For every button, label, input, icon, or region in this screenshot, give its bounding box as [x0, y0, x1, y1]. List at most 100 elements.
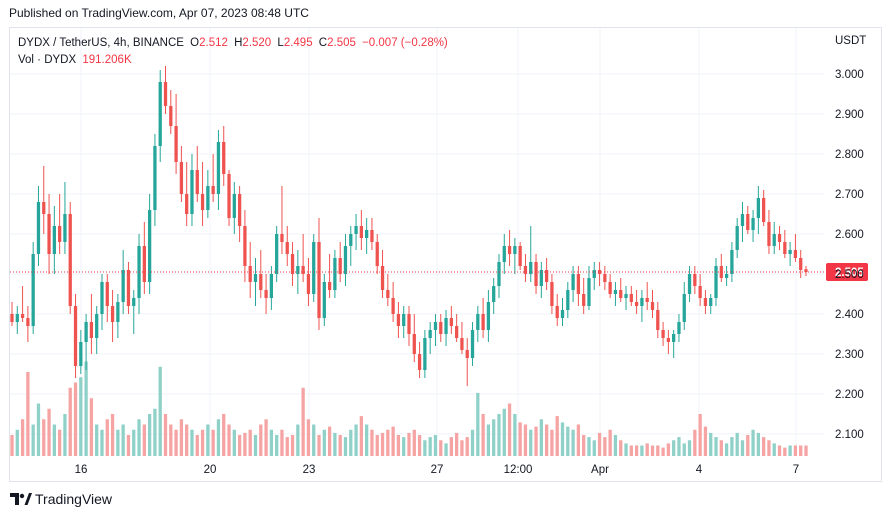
volume-bar — [306, 419, 311, 456]
volume-bar — [280, 429, 284, 456]
candle-body — [513, 246, 517, 254]
volume-bar — [513, 414, 517, 456]
candle-body — [121, 270, 125, 302]
x-tick-label: 7 — [793, 464, 799, 476]
candle-body — [185, 194, 189, 214]
candle-body — [100, 282, 104, 314]
candle-body — [285, 242, 289, 254]
volume-bar — [63, 414, 67, 456]
volume-bar — [714, 437, 718, 456]
candle-body — [79, 342, 83, 366]
candle-body — [259, 274, 263, 290]
volume-bar — [544, 424, 549, 456]
candle-body — [613, 290, 618, 294]
volume-bar — [147, 414, 152, 456]
last-price-line: 2.505 — [10, 263, 868, 281]
close-value: 2.505 — [327, 37, 356, 49]
volume-bar — [333, 432, 337, 456]
candle-body — [306, 274, 311, 294]
volume-bar — [338, 435, 342, 456]
volume-bar — [20, 419, 25, 456]
candle-body — [735, 226, 739, 250]
volume-bar — [402, 437, 406, 456]
candle-body — [317, 242, 321, 318]
candle-body — [687, 274, 692, 294]
candle-body — [465, 350, 469, 358]
volume-bar — [137, 419, 141, 456]
x-tick-label: Apr — [591, 464, 609, 476]
candle-body — [386, 290, 390, 298]
volume-bar — [185, 424, 189, 456]
candle-body — [132, 298, 136, 306]
candle-body — [566, 290, 570, 310]
candle-body — [582, 294, 586, 306]
volume-bar — [375, 435, 379, 456]
candle-body — [47, 214, 51, 254]
volume-bar — [359, 416, 364, 456]
volume-bar — [439, 440, 443, 456]
candle-body — [36, 202, 41, 254]
candle-body — [237, 194, 242, 226]
open-label: O — [190, 37, 200, 49]
volume-bar — [10, 435, 14, 456]
chart-legend: DYDX / TetherUS, 4h, BINANCE O2.512 H2.5… — [18, 35, 448, 69]
candle-body — [804, 269, 808, 272]
volume-bar — [407, 432, 411, 456]
candle-body — [84, 322, 88, 342]
candle-body — [275, 234, 279, 274]
volume-bar — [227, 424, 231, 456]
high-value: 2.520 — [242, 37, 272, 49]
candle-body — [200, 194, 205, 210]
candle-body — [603, 274, 607, 282]
candle-body — [476, 314, 480, 330]
candle-body — [253, 274, 258, 282]
volume-bar — [222, 414, 226, 456]
candle-body — [629, 294, 633, 302]
volume-bar — [661, 447, 665, 456]
candle-body — [31, 254, 35, 326]
candle-body — [560, 310, 565, 318]
volume-bar — [587, 437, 591, 456]
volume-bar — [476, 393, 480, 456]
candle-body — [52, 226, 56, 254]
volume-bar — [195, 435, 199, 456]
volume-row: Vol · DYDX 191.206K — [18, 52, 448, 69]
candle-body — [587, 278, 591, 306]
change-value: −0.007 (−0.28%) — [362, 37, 448, 49]
volume-bar — [444, 443, 448, 456]
volume-bar — [433, 435, 438, 456]
volume-bar — [619, 440, 623, 456]
volume-bar — [449, 437, 453, 456]
volume-bar — [73, 382, 78, 456]
high-label: H — [234, 37, 243, 49]
candle-body — [497, 262, 501, 286]
volume-bar — [110, 414, 115, 456]
volume-bar — [285, 437, 289, 456]
candle-body — [793, 250, 798, 258]
candle-body — [264, 290, 268, 298]
volume-bar — [518, 422, 522, 456]
volume-bar — [592, 440, 596, 456]
volume-bar — [31, 424, 35, 456]
candle-body — [327, 282, 332, 290]
candle-body — [73, 306, 78, 366]
candle-body — [68, 214, 72, 306]
candle-body — [417, 354, 422, 370]
candle-body — [777, 234, 782, 242]
volume-bar — [169, 424, 173, 456]
chart-grid — [10, 28, 824, 456]
volume-bar — [275, 435, 279, 456]
candle-body — [179, 162, 184, 194]
volume-bar — [57, 429, 62, 456]
candle-body — [20, 314, 25, 318]
volume-bar — [793, 445, 798, 456]
candle-body — [365, 230, 369, 238]
volume-bar — [703, 426, 708, 456]
volume-bar — [343, 437, 348, 456]
volume-bar — [555, 416, 559, 456]
tradingview-footer: TradingView — [10, 491, 112, 507]
x-tick-label: 16 — [75, 464, 88, 476]
candle-body — [301, 266, 305, 274]
time-axis: 16 20 23 27 12:00 Apr 4 7 — [75, 464, 800, 476]
